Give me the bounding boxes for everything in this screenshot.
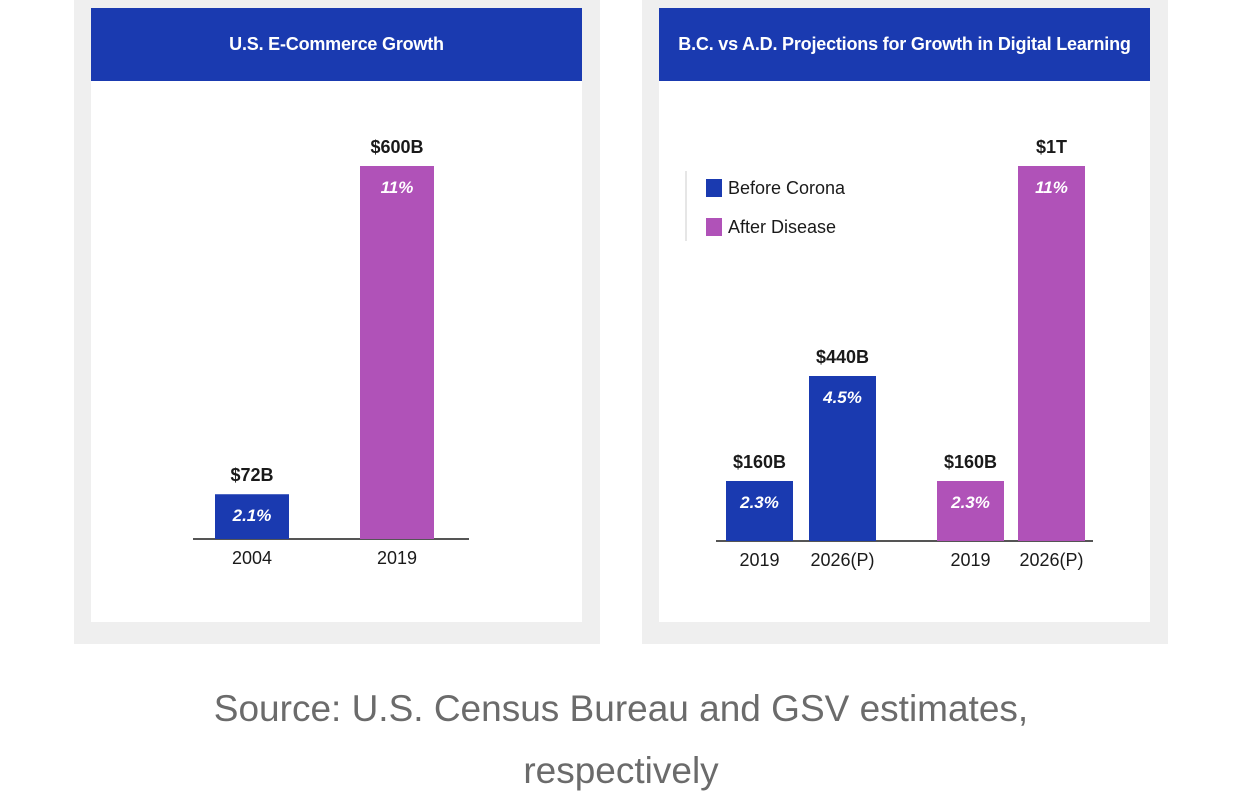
x-tick-label: 2019 [377, 548, 417, 568]
value-label: $440B [816, 347, 869, 367]
x-tick-label: 2019 [739, 550, 779, 570]
growth-rate-label: 11% [381, 178, 414, 197]
ecommerce-chart-card: U.S. E-Commerce Growth $72B 2.1% 2004 $600B… [91, 8, 582, 622]
x-tick-label: 2019 [950, 550, 990, 570]
source-caption: Source: U.S. Census Bureau and GSV estim… [0, 678, 1242, 802]
chart-title: U.S. E-Commerce Growth [91, 8, 582, 81]
bar [726, 481, 793, 541]
legend-swatch [706, 179, 722, 197]
legend-label: Before Corona [728, 178, 846, 198]
growth-rate-label: 11% [1035, 178, 1068, 197]
growth-rate-label: 2.3% [950, 493, 990, 512]
chart-title: B.C. vs A.D. Projections for Growth in D… [659, 8, 1150, 81]
value-label: $600B [370, 137, 423, 157]
x-tick-label: 2004 [232, 548, 272, 568]
value-label: $160B [733, 452, 786, 472]
value-label: $72B [230, 465, 273, 485]
digital-learning-bar-chart: $160B 2.3% 2019 $440B 4.5% 2026(P) $160B 2.3% 20… [685, 137, 1093, 570]
caption-line-2: respectively [523, 750, 719, 791]
growth-rate-label: 2.1% [232, 506, 272, 525]
bar [215, 494, 289, 539]
bar [1018, 166, 1085, 541]
growth-rate-label: 2.3% [739, 493, 779, 512]
legend-label: After Disease [728, 217, 836, 237]
legend-swatch [706, 218, 722, 236]
digital-learning-chart-card: B.C. vs A.D. Projections for Growth in D… [659, 8, 1150, 622]
bar [360, 166, 434, 539]
digital-learning-chart-panel: B.C. vs A.D. Projections for Growth in D… [642, 0, 1168, 644]
growth-rate-label: 4.5% [822, 388, 862, 407]
bar [809, 376, 876, 541]
value-label: $160B [944, 452, 997, 472]
ecommerce-bar-chart: $72B 2.1% 2004 $600B 11% 2019 [193, 137, 469, 568]
x-tick-label: 2026(P) [1019, 550, 1083, 570]
caption-line-1: Source: U.S. Census Bureau and GSV estim… [213, 688, 1029, 729]
ecommerce-chart-panel: U.S. E-Commerce Growth $72B 2.1% 2004 $600B… [74, 0, 600, 644]
value-label: $1T [1036, 137, 1067, 157]
bar [937, 481, 1004, 541]
x-tick-label: 2026(P) [810, 550, 874, 570]
